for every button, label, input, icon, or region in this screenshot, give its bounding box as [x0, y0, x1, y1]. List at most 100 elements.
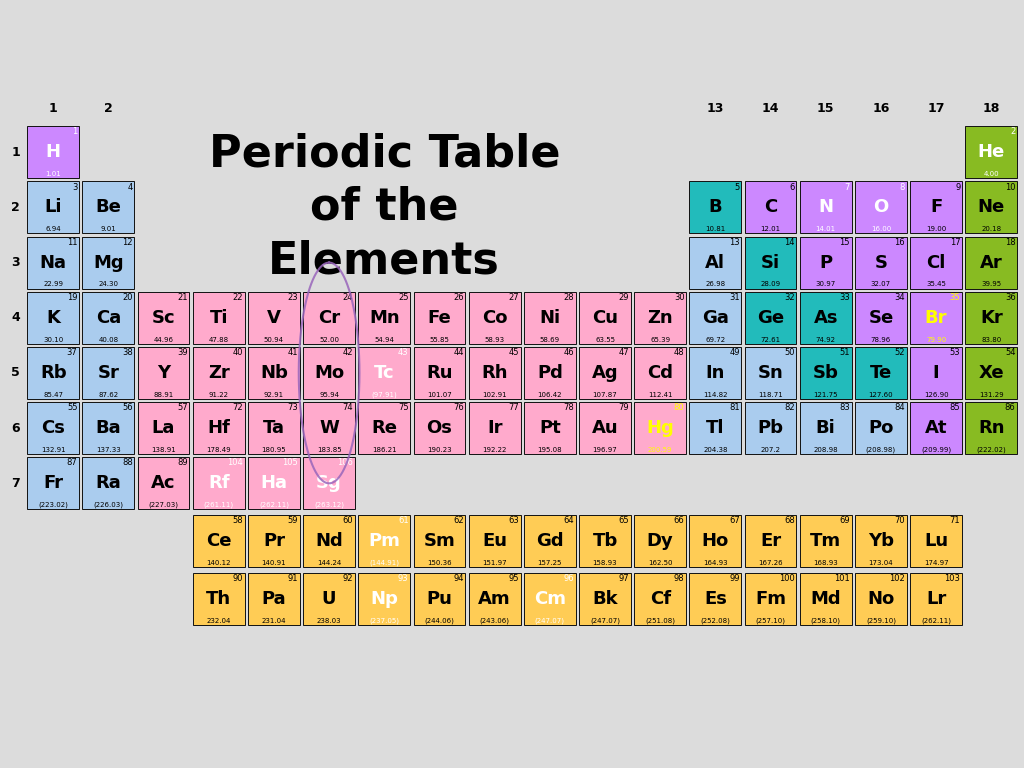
FancyBboxPatch shape — [966, 292, 1017, 344]
Text: (252.08): (252.08) — [700, 617, 730, 624]
Text: Pr: Pr — [263, 532, 285, 550]
Text: 1.01: 1.01 — [45, 171, 61, 177]
FancyBboxPatch shape — [83, 237, 134, 289]
Text: Tm: Tm — [810, 532, 842, 550]
Text: 47: 47 — [618, 348, 630, 357]
Text: 32.07: 32.07 — [870, 281, 891, 287]
FancyBboxPatch shape — [358, 402, 411, 454]
Text: 5: 5 — [11, 366, 20, 379]
Text: 104: 104 — [227, 458, 243, 468]
Text: I: I — [933, 364, 939, 382]
Text: (226.03): (226.03) — [93, 502, 123, 508]
FancyBboxPatch shape — [800, 347, 852, 399]
Text: 190.23: 190.23 — [427, 447, 452, 453]
Text: 1: 1 — [11, 146, 20, 159]
Text: 7: 7 — [11, 477, 20, 490]
Text: 72: 72 — [232, 403, 243, 412]
FancyBboxPatch shape — [855, 573, 907, 625]
Text: 3: 3 — [11, 256, 20, 269]
FancyBboxPatch shape — [910, 515, 962, 568]
Text: Sr: Sr — [97, 364, 120, 382]
Text: (223.02): (223.02) — [38, 502, 69, 508]
Text: 83.80: 83.80 — [981, 336, 1001, 343]
Text: 64: 64 — [563, 516, 574, 525]
Text: Nb: Nb — [260, 364, 288, 382]
Text: 12.01: 12.01 — [761, 227, 780, 232]
Text: 4: 4 — [11, 311, 20, 324]
FancyBboxPatch shape — [910, 237, 962, 289]
FancyBboxPatch shape — [910, 347, 962, 399]
Text: Os: Os — [427, 419, 453, 437]
FancyBboxPatch shape — [469, 573, 520, 625]
Text: 80: 80 — [674, 403, 684, 412]
Text: 55: 55 — [67, 403, 78, 412]
Text: 18: 18 — [1005, 238, 1016, 247]
Text: Cs: Cs — [41, 419, 66, 437]
FancyBboxPatch shape — [248, 515, 300, 568]
Text: 74: 74 — [343, 403, 353, 412]
Text: (247.07): (247.07) — [590, 617, 620, 624]
Text: Mn: Mn — [369, 309, 399, 326]
Text: (222.02): (222.02) — [977, 446, 1007, 453]
FancyBboxPatch shape — [524, 573, 575, 625]
Text: 52.00: 52.00 — [319, 336, 339, 343]
Text: 91: 91 — [288, 574, 298, 584]
Text: 53: 53 — [950, 348, 961, 357]
Text: 157.25: 157.25 — [538, 560, 562, 566]
Text: 11: 11 — [67, 238, 78, 247]
FancyBboxPatch shape — [28, 292, 79, 344]
Text: 4: 4 — [127, 183, 133, 191]
FancyBboxPatch shape — [414, 347, 465, 399]
Text: Ho: Ho — [701, 532, 729, 550]
Text: Au: Au — [592, 419, 618, 437]
Text: Xe: Xe — [979, 364, 1005, 382]
Text: 32: 32 — [784, 293, 795, 302]
FancyBboxPatch shape — [137, 292, 189, 344]
Text: 107.87: 107.87 — [593, 392, 617, 398]
Text: 62: 62 — [454, 516, 464, 525]
FancyBboxPatch shape — [800, 402, 852, 454]
Text: 28.09: 28.09 — [761, 281, 780, 287]
Text: 82: 82 — [784, 403, 795, 412]
FancyBboxPatch shape — [248, 402, 300, 454]
Text: (244.06): (244.06) — [425, 617, 455, 624]
Text: Pb: Pb — [758, 419, 783, 437]
FancyBboxPatch shape — [634, 292, 686, 344]
FancyBboxPatch shape — [469, 402, 520, 454]
Text: 121.75: 121.75 — [813, 392, 838, 398]
Text: 7: 7 — [845, 183, 850, 191]
Text: 100: 100 — [779, 574, 795, 584]
Text: 180.95: 180.95 — [261, 447, 287, 453]
Text: Rh: Rh — [481, 364, 508, 382]
Text: Ac: Ac — [152, 475, 176, 492]
FancyBboxPatch shape — [744, 292, 797, 344]
FancyBboxPatch shape — [744, 347, 797, 399]
Text: 3: 3 — [72, 183, 78, 191]
Text: Cl: Cl — [927, 253, 946, 272]
Text: 40.08: 40.08 — [98, 336, 119, 343]
Text: 78: 78 — [563, 403, 574, 412]
Text: Pt: Pt — [539, 419, 561, 437]
Text: 81: 81 — [729, 403, 739, 412]
Text: (227.03): (227.03) — [148, 502, 178, 508]
Text: 59: 59 — [288, 516, 298, 525]
Text: 67: 67 — [729, 516, 739, 525]
Text: No: No — [867, 591, 895, 608]
Text: K: K — [46, 309, 60, 326]
Text: 36: 36 — [1005, 293, 1016, 302]
Text: 20.18: 20.18 — [981, 227, 1001, 232]
Text: 10: 10 — [1006, 183, 1016, 191]
Text: Er: Er — [760, 532, 781, 550]
Text: (208.98): (208.98) — [866, 446, 896, 453]
Text: 1: 1 — [73, 127, 78, 137]
Text: Ir: Ir — [486, 419, 503, 437]
Text: 71: 71 — [950, 516, 961, 525]
Text: Bk: Bk — [592, 591, 617, 608]
FancyBboxPatch shape — [524, 292, 575, 344]
Text: 150.36: 150.36 — [427, 560, 452, 566]
Text: Tc: Tc — [374, 364, 394, 382]
Text: 56: 56 — [122, 403, 133, 412]
Text: 15: 15 — [840, 238, 850, 247]
FancyBboxPatch shape — [303, 402, 355, 454]
Text: Hf: Hf — [207, 419, 230, 437]
